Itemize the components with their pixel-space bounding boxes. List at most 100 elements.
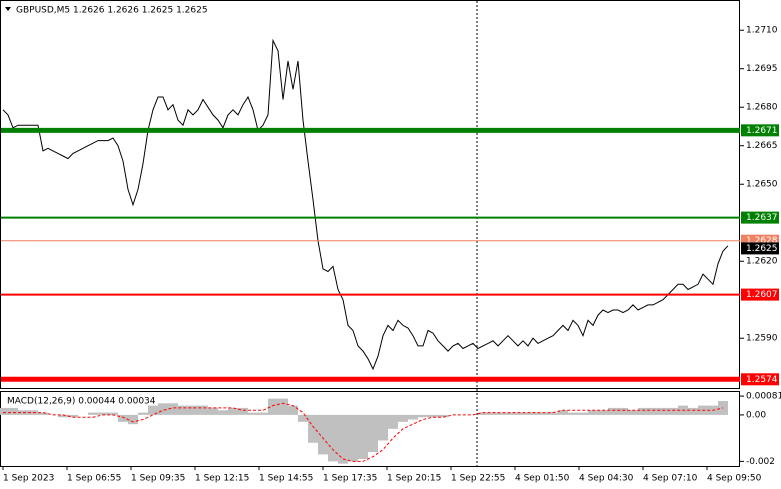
x-tick-label: 4 Sep 01:50	[515, 474, 570, 484]
macd-bar	[668, 407, 678, 415]
level-label: 1.2607	[746, 290, 778, 300]
y-tick-label: 1.2590	[746, 334, 778, 344]
macd-bar	[378, 414, 388, 441]
macd-bar	[338, 414, 348, 464]
macd-title: MACD(12,26,9) 0.00044 0.00034	[7, 397, 156, 407]
x-tick-label: 1 Sep 14:55	[259, 474, 313, 484]
level-label: 1.2628	[746, 236, 778, 246]
macd-bar	[58, 414, 68, 418]
macd-bar	[528, 412, 538, 415]
macd-bar	[478, 412, 488, 415]
macd-bar	[498, 412, 508, 415]
macd-bar	[418, 414, 428, 418]
x-tick-label: 1 Sep 20:15	[387, 474, 441, 484]
macd-bar	[328, 414, 338, 462]
macd-bar	[168, 403, 178, 415]
macd-bar	[148, 405, 158, 415]
x-tick-label: 4 Sep 07:10	[643, 474, 698, 484]
macd-bar	[538, 412, 548, 415]
macd-bar	[598, 410, 608, 415]
macd-bar	[568, 412, 578, 415]
macd-bar	[518, 412, 528, 415]
x-tick-label: 1 Sep 2023	[3, 474, 54, 484]
macd-bar	[158, 403, 168, 415]
macd-bar	[688, 407, 698, 415]
macd-bar	[618, 407, 628, 415]
macd-bar	[588, 410, 598, 415]
macd-bar	[248, 412, 258, 415]
y-tick-label: 0.00081	[746, 392, 781, 402]
macd-bar	[558, 410, 568, 415]
x-tick-label: 1 Sep 17:35	[323, 474, 377, 484]
main-panel	[0, 0, 740, 389]
macd-bar	[118, 414, 128, 422]
y-tick-label: 1.2650	[746, 180, 778, 190]
y-tick-label: 1.2680	[746, 103, 778, 113]
macd-bar	[88, 412, 98, 415]
macd-bar	[268, 398, 278, 415]
macd-bar	[508, 412, 518, 415]
macd-bar	[98, 412, 108, 415]
macd-bar	[438, 414, 448, 418]
y-tick-label: 1.2695	[746, 64, 778, 74]
macd-bar	[388, 414, 398, 429]
macd-bar	[658, 407, 668, 415]
macd-bar	[68, 414, 78, 418]
macd-bar	[128, 414, 138, 425]
macd-bar	[108, 412, 118, 415]
macd-bar	[638, 407, 648, 415]
macd-bar	[188, 405, 198, 415]
x-tick-label: 1 Sep 09:35	[131, 474, 185, 484]
macd-bar	[578, 412, 588, 415]
macd-bar	[38, 412, 48, 415]
macd-bar	[358, 414, 368, 460]
level-label: 1.2671	[746, 126, 778, 136]
x-tick-label: 1 Sep 12:15	[195, 474, 249, 484]
macd-panel	[0, 391, 740, 467]
macd-bar	[208, 407, 218, 415]
x-tick-label: 1 Sep 22:55	[451, 474, 505, 484]
macd-bar	[238, 407, 248, 415]
macd-bar	[318, 414, 328, 455]
signal-line	[3, 402, 724, 462]
macd-bar	[608, 407, 618, 415]
y-tick-label: -0.002	[746, 457, 775, 467]
macd-bar	[408, 414, 418, 420]
y-tick-label: 1.2665	[746, 141, 778, 151]
macd-bar	[428, 414, 438, 418]
level-label: 1.2574	[746, 375, 778, 385]
macd-bar	[8, 407, 18, 415]
macd-bar	[348, 414, 358, 462]
macd-bar	[628, 410, 638, 415]
macd-bar	[488, 412, 498, 415]
level-label-bg	[741, 242, 779, 255]
y-tick-label: 1.2620	[746, 257, 778, 267]
y-tick-label: 0.00	[746, 410, 766, 420]
macd-bar	[288, 405, 298, 415]
y-tick-label: 1.2710	[746, 26, 778, 36]
level-label: 1.2637	[746, 213, 778, 223]
chart-title: GBPUSD,M5 1.2626 1.2626 1.2625 1.2625	[16, 6, 208, 16]
menu-triangle	[5, 7, 11, 11]
macd-bar	[258, 412, 268, 415]
level-label-bg	[741, 288, 779, 301]
macd-bar	[0, 407, 8, 415]
x-tick-label: 4 Sep 09:50	[707, 474, 762, 484]
macd-bar	[278, 398, 288, 415]
macd-bar	[548, 412, 558, 415]
x-tick-label: 1 Sep 06:55	[67, 474, 121, 484]
macd-bar	[218, 410, 228, 415]
macd-bar	[228, 407, 238, 415]
level-label-bg	[741, 211, 779, 224]
level-label-bg	[741, 373, 779, 386]
macd-bar	[648, 407, 658, 415]
level-label: 1.2625	[746, 244, 778, 254]
macd-bar	[298, 414, 308, 422]
x-tick-label: 4 Sep 04:30	[579, 474, 634, 484]
macd-bar	[138, 412, 148, 415]
macd-bar	[398, 414, 408, 422]
macd-bar	[198, 405, 208, 415]
macd-bar	[368, 414, 378, 453]
price-line	[2, 38, 729, 371]
